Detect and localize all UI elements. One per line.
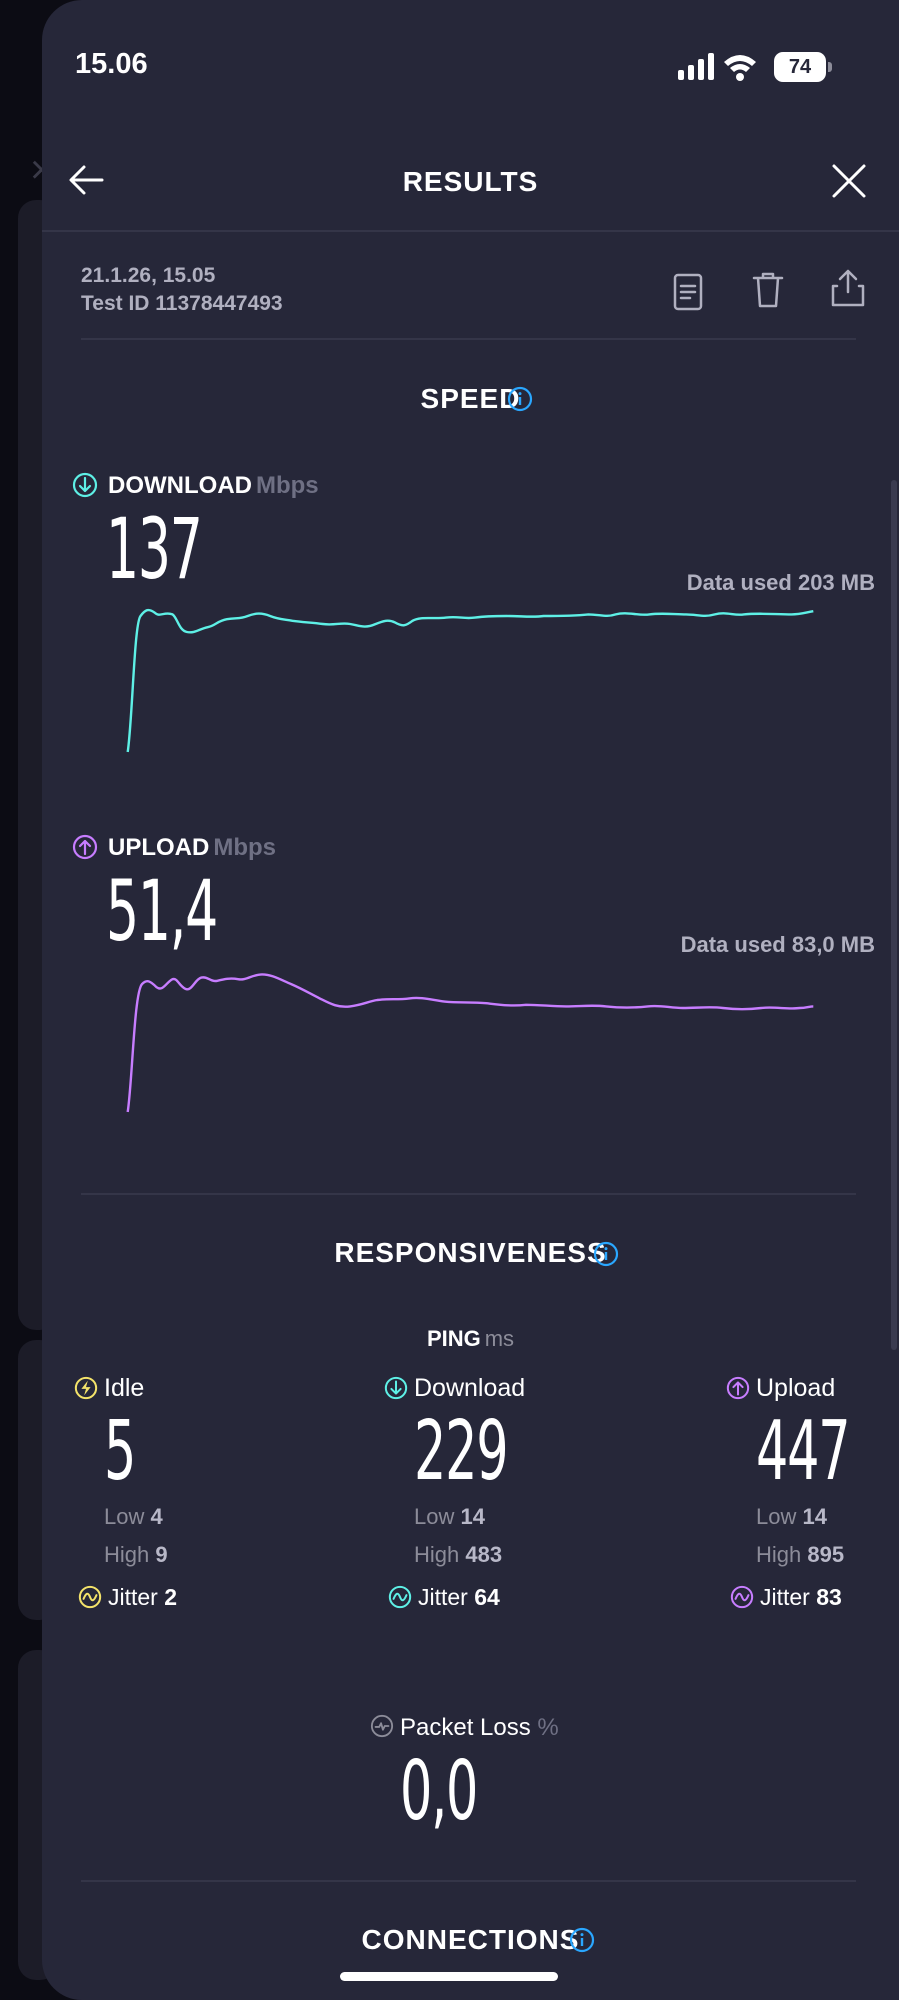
responsiveness-section-title: RESPONSIVENESS [42, 1237, 899, 1269]
upload-label-text: UPLOAD [108, 834, 210, 861]
ping-upload-label: Upload [756, 1374, 836, 1402]
ping-download-jitter: Jitter 64 [418, 1584, 500, 1611]
meta-divider [81, 338, 856, 340]
ping-upload-jitter-label: Jitter [760, 1584, 810, 1610]
status-time: 15.06 [75, 48, 148, 80]
ping-label-text: PING [426, 1326, 481, 1351]
download-unit: Mbps [255, 472, 319, 499]
idle-high-value: 9 [155, 1542, 168, 1567]
details-document-icon[interactable] [670, 272, 706, 312]
idle-high-label: High [104, 1542, 150, 1567]
scrollbar[interactable] [891, 480, 897, 1350]
signal-wifi-icon [678, 53, 756, 81]
ping-download-high: High 483 [414, 1542, 502, 1568]
packet-loss-icon [370, 1714, 394, 1738]
home-indicator[interactable] [340, 1972, 558, 1981]
idle-label: Idle [104, 1374, 145, 1402]
results-sheet: 15.06 74 RESULTS 21.1.26, 15.05 Test ID … [42, 0, 899, 2000]
responsiveness-info-icon[interactable] [593, 1241, 619, 1267]
download-speed-graph [126, 608, 814, 753]
ping-upload-jitter-icon [730, 1585, 754, 1609]
ping-download-high-value: 483 [465, 1542, 503, 1567]
idle-bolt-icon [74, 1376, 98, 1400]
ping-download-label: Download [414, 1374, 526, 1402]
speed-info-icon[interactable] [507, 386, 533, 412]
battery-indicator: 74 [774, 52, 832, 82]
speed-section-title: SPEED [42, 383, 899, 415]
upload-unit: Mbps [213, 834, 277, 861]
ping-download-jitter-value: 64 [474, 1584, 500, 1610]
idle-jitter-label: Jitter [108, 1584, 158, 1610]
speed-divider [81, 1193, 856, 1195]
ping-unit: ms [484, 1326, 515, 1351]
ping-download-low-value: 14 [460, 1504, 485, 1529]
packet-loss-label-text: Packet Loss [400, 1714, 531, 1741]
ping-upload-icon [726, 1376, 750, 1400]
packet-loss-unit: % [537, 1714, 559, 1741]
share-icon[interactable] [830, 268, 866, 308]
ping-label: PING ms [42, 1326, 899, 1352]
ping-upload-low-value: 14 [802, 1504, 827, 1529]
responsiveness-divider [81, 1880, 856, 1882]
idle-jitter-icon [78, 1585, 102, 1609]
connections-section-title: CONNECTIONS [42, 1924, 899, 1956]
packet-loss-label: Packet Loss % [400, 1714, 559, 1742]
ping-download-high-label: High [414, 1542, 460, 1567]
test-id: Test ID 11378447493 [81, 292, 283, 315]
download-data-used: Data used 203 MB [686, 570, 875, 595]
download-value: 137 [106, 500, 203, 598]
download-label: DOWNLOAD Mbps [108, 472, 319, 500]
ping-download-jitter-label: Jitter [418, 1584, 468, 1610]
download-speed-line [126, 608, 814, 753]
responsiveness-title-text: RESPONSIVENESS [334, 1237, 607, 1268]
delete-trash-icon[interactable] [750, 270, 786, 310]
packet-loss-value: 0,0 [400, 1744, 478, 1839]
idle-high: High 9 [104, 1542, 168, 1568]
header-divider [42, 230, 899, 232]
upload-speed-line [126, 973, 814, 1113]
close-icon[interactable] [830, 162, 868, 200]
connections-title-text: CONNECTIONS [361, 1924, 580, 1955]
ping-upload-low: Low 14 [756, 1504, 827, 1530]
ping-download-icon [384, 1376, 408, 1400]
ping-download-value: 229 [414, 1404, 509, 1499]
ping-upload-low-label: Low [756, 1504, 797, 1529]
ping-download-low-label: Low [414, 1504, 455, 1529]
upload-label: UPLOAD Mbps [108, 834, 276, 862]
ping-upload-high: High 895 [756, 1542, 844, 1568]
idle-low-label: Low [104, 1504, 145, 1529]
idle-jitter: Jitter 2 [108, 1584, 177, 1611]
idle-low: Low 4 [104, 1504, 163, 1530]
page-title: RESULTS [402, 166, 539, 197]
ping-upload-value: 447 [756, 1404, 851, 1499]
ping-download-jitter-icon [388, 1585, 412, 1609]
download-label-text: DOWNLOAD [108, 472, 252, 499]
upload-value: 51,4 [106, 862, 218, 960]
ping-upload-jitter-value: 83 [816, 1584, 842, 1610]
ping-upload-high-label: High [756, 1542, 802, 1567]
speed-title-text: SPEED [420, 383, 521, 414]
ping-upload-high-value: 895 [807, 1542, 845, 1567]
download-arrow-icon [72, 472, 98, 498]
idle-low-value: 4 [150, 1504, 163, 1529]
ping-upload-jitter: Jitter 83 [760, 1584, 842, 1611]
upload-speed-graph [126, 973, 814, 1113]
connections-info-icon[interactable] [569, 1927, 595, 1953]
idle-jitter-value: 2 [164, 1584, 178, 1610]
test-date: 21.1.26, 15.05 [81, 264, 216, 287]
ping-download-low: Low 14 [414, 1504, 485, 1530]
upload-data-used: Data used 83,0 MB [680, 932, 875, 957]
status-icons: 74 [678, 50, 832, 84]
back-arrow-icon[interactable] [66, 160, 106, 200]
upload-arrow-icon [72, 834, 98, 860]
idle-ping-value: 5 [104, 1404, 136, 1499]
